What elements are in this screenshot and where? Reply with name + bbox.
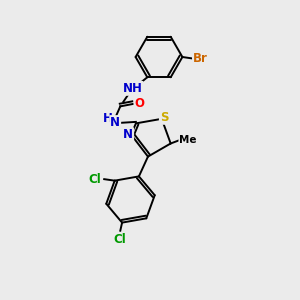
Text: H: H (103, 112, 112, 125)
Text: Cl: Cl (89, 173, 102, 186)
Text: Br: Br (193, 52, 208, 65)
Text: S: S (160, 111, 168, 124)
Text: O: O (134, 98, 145, 110)
Text: Me: Me (179, 135, 197, 145)
Text: Cl: Cl (113, 233, 126, 246)
Text: N: N (123, 128, 133, 141)
Text: N: N (110, 116, 120, 129)
Text: NH: NH (123, 82, 142, 95)
